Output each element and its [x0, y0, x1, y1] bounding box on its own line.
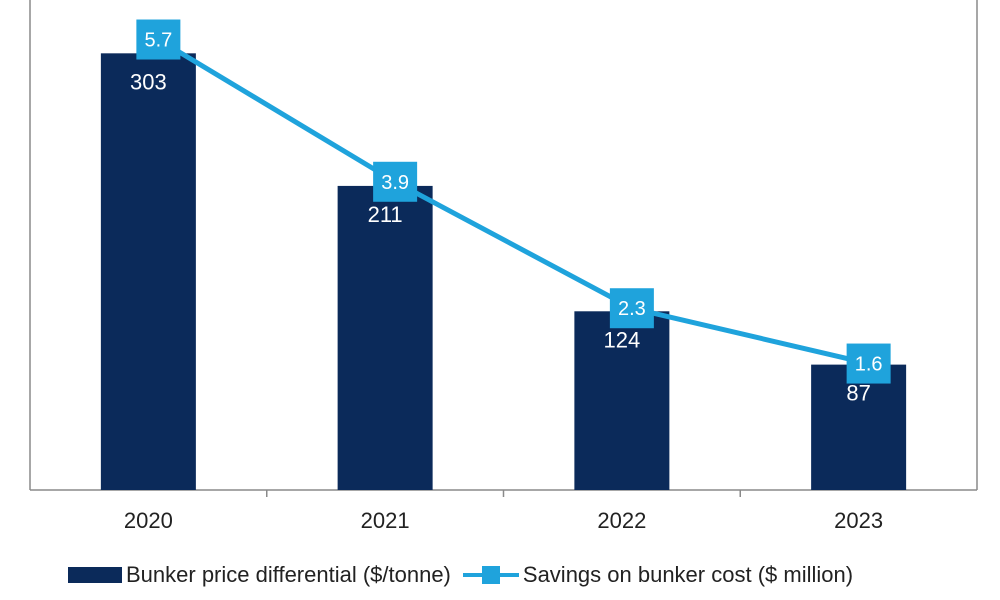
line-label-2020: 5.7	[144, 30, 172, 52]
line-label-2022: 2.3	[618, 298, 646, 320]
line-data-labels: 5.7 3.9 2.3 1.6	[144, 30, 882, 376]
bar-2023	[811, 364, 907, 490]
marker-2021	[373, 161, 418, 202]
legend-bar-label: Bunker price differential ($/tonne)	[126, 562, 451, 587]
savings-line	[157, 37, 870, 366]
x-label-2023: 2023	[834, 508, 883, 533]
legend-bar-swatch	[68, 567, 122, 583]
legend-line-marker	[481, 566, 500, 584]
marker-2020	[136, 19, 181, 60]
bar-series	[100, 53, 907, 491]
x-axis-ticks	[266, 490, 741, 497]
marker-2022	[609, 288, 654, 329]
line-label-2023: 1.6	[855, 354, 883, 376]
legend-item-line: Savings on bunker cost ($ million)	[451, 562, 853, 588]
legend-line-swatch	[462, 564, 519, 586]
legend-line-label: Savings on bunker cost ($ million)	[522, 562, 854, 587]
x-label-2021: 2021	[361, 508, 410, 533]
line-label-2021: 3.9	[381, 172, 409, 194]
x-label-2022: 2022	[597, 508, 646, 533]
bar-label-2023: 87	[846, 381, 870, 406]
line-markers	[136, 19, 891, 384]
bar-label-2020: 303	[130, 69, 167, 94]
legend-item-bar: Bunker price differential ($/tonne)	[68, 562, 451, 588]
bar-2020	[100, 53, 196, 491]
x-axis-labels: 2020 2021 2022 2023	[124, 508, 883, 533]
bar-data-labels: 303 211 124 87	[130, 69, 871, 405]
marker-2023	[846, 343, 891, 384]
bar-label-2021: 211	[368, 202, 403, 227]
legend: Bunker price differential ($/tonne) Savi…	[68, 560, 853, 590]
bar-label-2022: 124	[604, 327, 641, 352]
bar-2022	[574, 311, 670, 490]
x-label-2020: 2020	[124, 508, 173, 533]
bar-2021	[337, 185, 433, 491]
